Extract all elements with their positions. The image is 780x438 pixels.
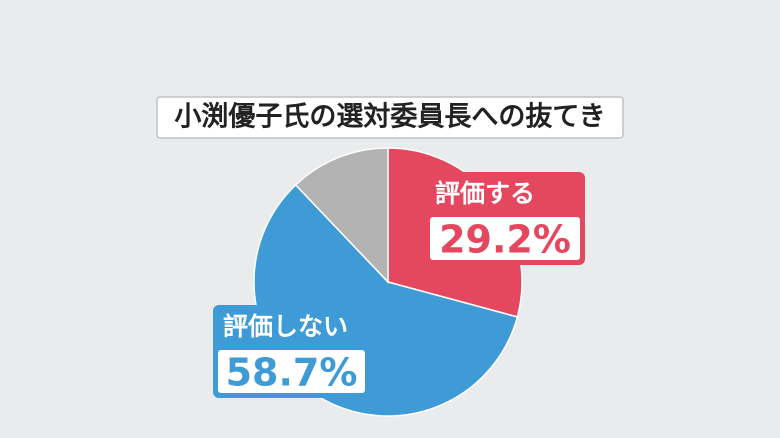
category-label: 評価する xyxy=(435,179,535,208)
value-label: 58.7% xyxy=(226,351,358,395)
pie-slice xyxy=(294,147,389,284)
value-label: 29.2% xyxy=(439,218,571,262)
category-label: 評価しない xyxy=(223,312,348,341)
label-box-inner xyxy=(430,217,580,260)
label-box-inner xyxy=(218,350,365,393)
chart-title: 小渕優子氏の選対委員長への抜てき xyxy=(174,102,605,133)
title-box xyxy=(156,96,624,139)
